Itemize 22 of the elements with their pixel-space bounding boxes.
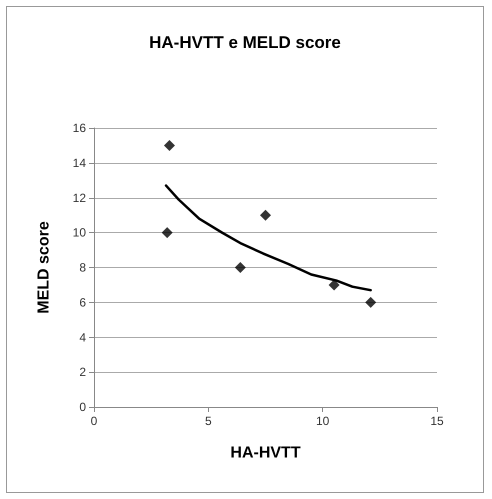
x-tick-label: 15 xyxy=(430,414,444,428)
x-tick-label: 5 xyxy=(204,414,212,428)
y-tick-label: 16 xyxy=(72,121,86,135)
y-tick-label: 6 xyxy=(79,295,86,310)
y-axis-title: MELD score xyxy=(36,221,52,314)
y-tick-label: 0 xyxy=(79,400,86,414)
x-tick-label: 10 xyxy=(316,414,330,428)
chart-title: HA-HVTT e MELD score xyxy=(149,33,341,52)
point xyxy=(164,140,175,151)
point xyxy=(234,262,246,273)
y-tick-label: 4 xyxy=(79,330,86,344)
y-tick-label: 14 xyxy=(72,156,86,170)
x-axis-title: HA-HVTT xyxy=(230,444,301,462)
x-tick-label: 0 xyxy=(90,414,98,428)
point xyxy=(162,227,173,238)
y-tick-label: 10 xyxy=(72,226,86,240)
y-tick-label: 12 xyxy=(72,190,86,205)
y-tick-label: 2 xyxy=(79,365,86,380)
y-tick-label: 8 xyxy=(79,260,86,274)
point xyxy=(260,210,271,221)
line-series xyxy=(164,184,372,292)
point xyxy=(365,296,376,308)
